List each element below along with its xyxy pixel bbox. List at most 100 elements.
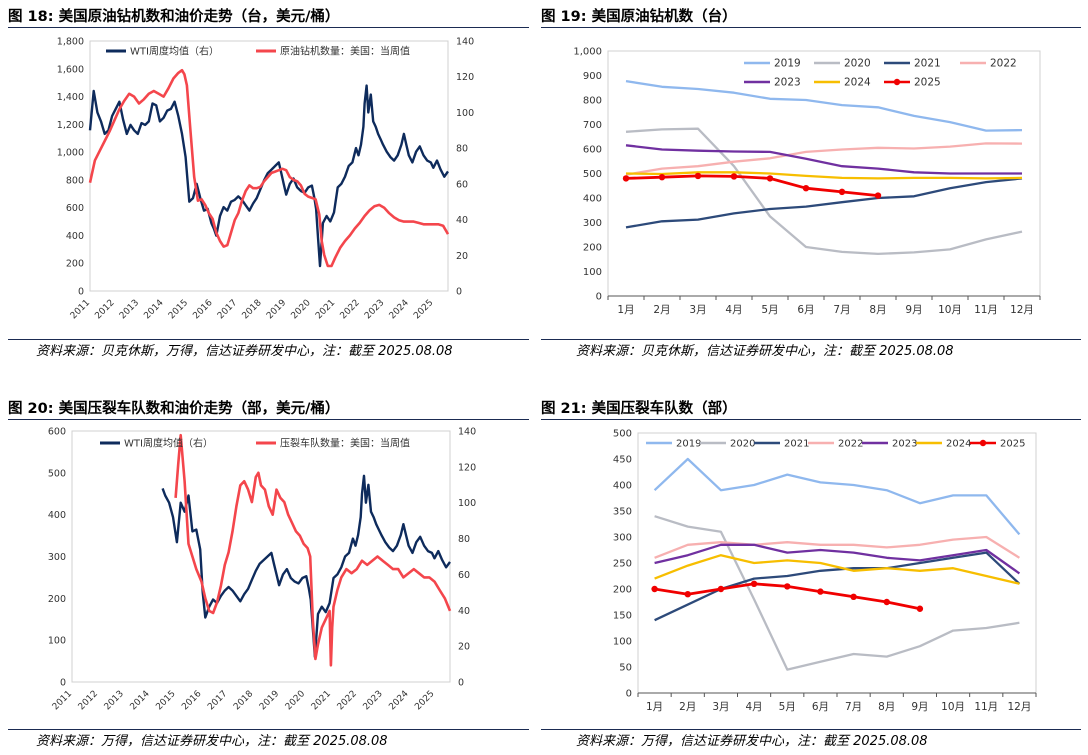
y-right-tick-label: 60 (458, 570, 470, 581)
figure-20-source-rule (8, 729, 529, 730)
y-left-tick-label: 1,800 (57, 37, 84, 48)
y-tick-label: 300 (583, 218, 602, 229)
series-line-2024 (654, 554, 1020, 585)
series-line-2024 (625, 171, 1023, 180)
y-right-tick-label: 120 (458, 462, 476, 473)
y-left-tick-label: 300 (48, 552, 66, 563)
x-tick-label: 11月 (974, 304, 998, 316)
figure-21-svg: 0 50 100 150 200 250 300 350 400 450 500 1月 2月 3月 4月 5月… (613, 429, 1037, 713)
x-tick-label: 2021 (310, 689, 333, 712)
series-marker-2025 (717, 585, 725, 593)
x-tick-label: 2022 (336, 689, 359, 712)
figure-19-title: 图 19: 美国原油钻机数（台） (541, 9, 737, 25)
y-tick-label: 800 (583, 96, 602, 107)
series-line-2021 (654, 551, 1021, 622)
x-tick-label: 2月 (653, 304, 670, 316)
series-line-2022 (654, 535, 1021, 559)
figure-18-source-rule (8, 339, 529, 340)
series-line-navy (161, 474, 451, 659)
legend-label-2025: 2025 (914, 77, 941, 89)
y-right-tick-label: 20 (458, 642, 470, 653)
legend-label-2023: 2023 (892, 439, 917, 450)
y-tick-label: 900 (583, 71, 602, 82)
x-tick-label: 2025 (413, 689, 436, 712)
y-left-tick-label: 0 (60, 678, 66, 689)
y-left-tick-label: 400 (48, 510, 66, 521)
series-marker-2025 (817, 588, 824, 595)
plot-area (71, 430, 451, 683)
x-tick-label: 11月 (974, 701, 998, 713)
x-tick-label: 5月 (761, 304, 778, 316)
legend-label-2024: 2024 (946, 439, 971, 450)
y-left-tick-label: 400 (66, 231, 84, 242)
x-tick-label: 2022 (339, 298, 362, 321)
series-line-red (88, 68, 450, 268)
x-tick-label: 8月 (878, 701, 895, 713)
x-tick-label: 3月 (712, 701, 729, 713)
x-tick-label: 2011 (51, 689, 74, 712)
series-line-2020 (625, 127, 1023, 256)
x-tick-label: 6月 (812, 701, 829, 713)
legend-label-wti: WTI周度均值（右） (130, 45, 219, 58)
y-left-tick-label: 1,400 (57, 92, 84, 103)
legend-label-count: 原油钻机数量：美国：当周值 (280, 45, 410, 58)
y-left-tick-label: 800 (66, 175, 84, 186)
x-tick-label: 2018 (232, 689, 255, 712)
y-tick-label: 0 (626, 689, 632, 700)
legend-label-2019: 2019 (774, 58, 801, 70)
series-line-2023 (654, 543, 1021, 575)
x-tick-label: 7月 (845, 701, 862, 713)
series-marker-2025 (916, 605, 924, 612)
x-tick-label: 10月 (938, 304, 962, 316)
series-line-navy (88, 84, 449, 268)
y-left-tick-label: 600 (66, 203, 84, 214)
x-tick-label: 5月 (779, 701, 796, 713)
y-right-tick-label: 20 (456, 251, 468, 262)
legend-label-2022: 2022 (838, 439, 863, 450)
x-tick-label: 2017 (206, 689, 229, 712)
legend-label-count: 压裂车队数量：美国：当周值 (280, 437, 410, 450)
legend-label-2025: 2025 (1000, 439, 1025, 450)
x-tick-label: 9月 (905, 304, 922, 316)
series-line-2023 (625, 144, 1022, 175)
series-marker-2025 (694, 172, 702, 180)
legend-label-2020: 2020 (844, 58, 871, 70)
y-left-tick-label: 200 (66, 259, 84, 270)
x-tick-label: 2019 (265, 298, 288, 321)
series-marker-2025 (750, 580, 758, 587)
legend-marker-2025 (979, 439, 987, 447)
y-tick-label: 350 (613, 507, 632, 518)
y-tick-label: 400 (583, 194, 602, 205)
series-marker-2025 (874, 192, 882, 199)
y-tick-label: 0 (596, 292, 602, 303)
x-tick-label: 2016 (180, 689, 203, 712)
figure-19-title-rule (541, 27, 1081, 28)
figure-20-title: 图 20: 美国压裂车队数和油价走势（部，美元/桶） (8, 401, 340, 417)
y-tick-label: 150 (613, 611, 632, 622)
figure-18-chart: 0 200 400 600 800 1,000 1,200 1,400 1,600 1,800 0 2… (28, 28, 500, 338)
y-left-tick-label: 1,200 (57, 120, 84, 131)
y-tick-label: 600 (583, 145, 602, 156)
x-tick-label: 2012 (93, 298, 116, 321)
series-line-2022 (625, 142, 1023, 176)
y-tick-label: 1,000 (573, 47, 602, 58)
legend-label-2024: 2024 (844, 77, 871, 89)
x-tick-label: 2023 (362, 689, 385, 712)
x-tick-label: 2014 (129, 689, 152, 712)
x-tick-label: 2月 (679, 701, 696, 713)
y-tick-label: 50 (619, 663, 632, 674)
figure-21-chart: 0 50 100 150 200 250 300 350 400 450 500 1月 2月 3月 4月 5月… (600, 425, 1041, 725)
x-tick-label: 2011 (69, 298, 92, 321)
y-left-tick-label: 100 (48, 636, 66, 647)
figure-19-svg: 0 100 200 300 400 500 600 700 800 900 1,000 1月 2月 3月 4… (573, 47, 1041, 316)
y-tick-label: 100 (613, 637, 632, 648)
series-marker-2025 (784, 583, 791, 590)
figure-20-source: 资料来源：万得，信达证券研发中心，注：截至 2025.08.08 (36, 734, 388, 749)
y-tick-label: 200 (613, 585, 632, 596)
series-marker-2025 (684, 591, 691, 598)
x-tick-label: 2024 (388, 298, 411, 321)
y-left-tick-label: 200 (48, 594, 66, 605)
y-left-tick-label: 1,000 (57, 148, 84, 159)
figure-18-source: 资料来源：贝克休斯，万得，信达证券研发中心，注：截至 2025.08.08 (36, 344, 453, 359)
series-line-2025 (625, 174, 879, 197)
